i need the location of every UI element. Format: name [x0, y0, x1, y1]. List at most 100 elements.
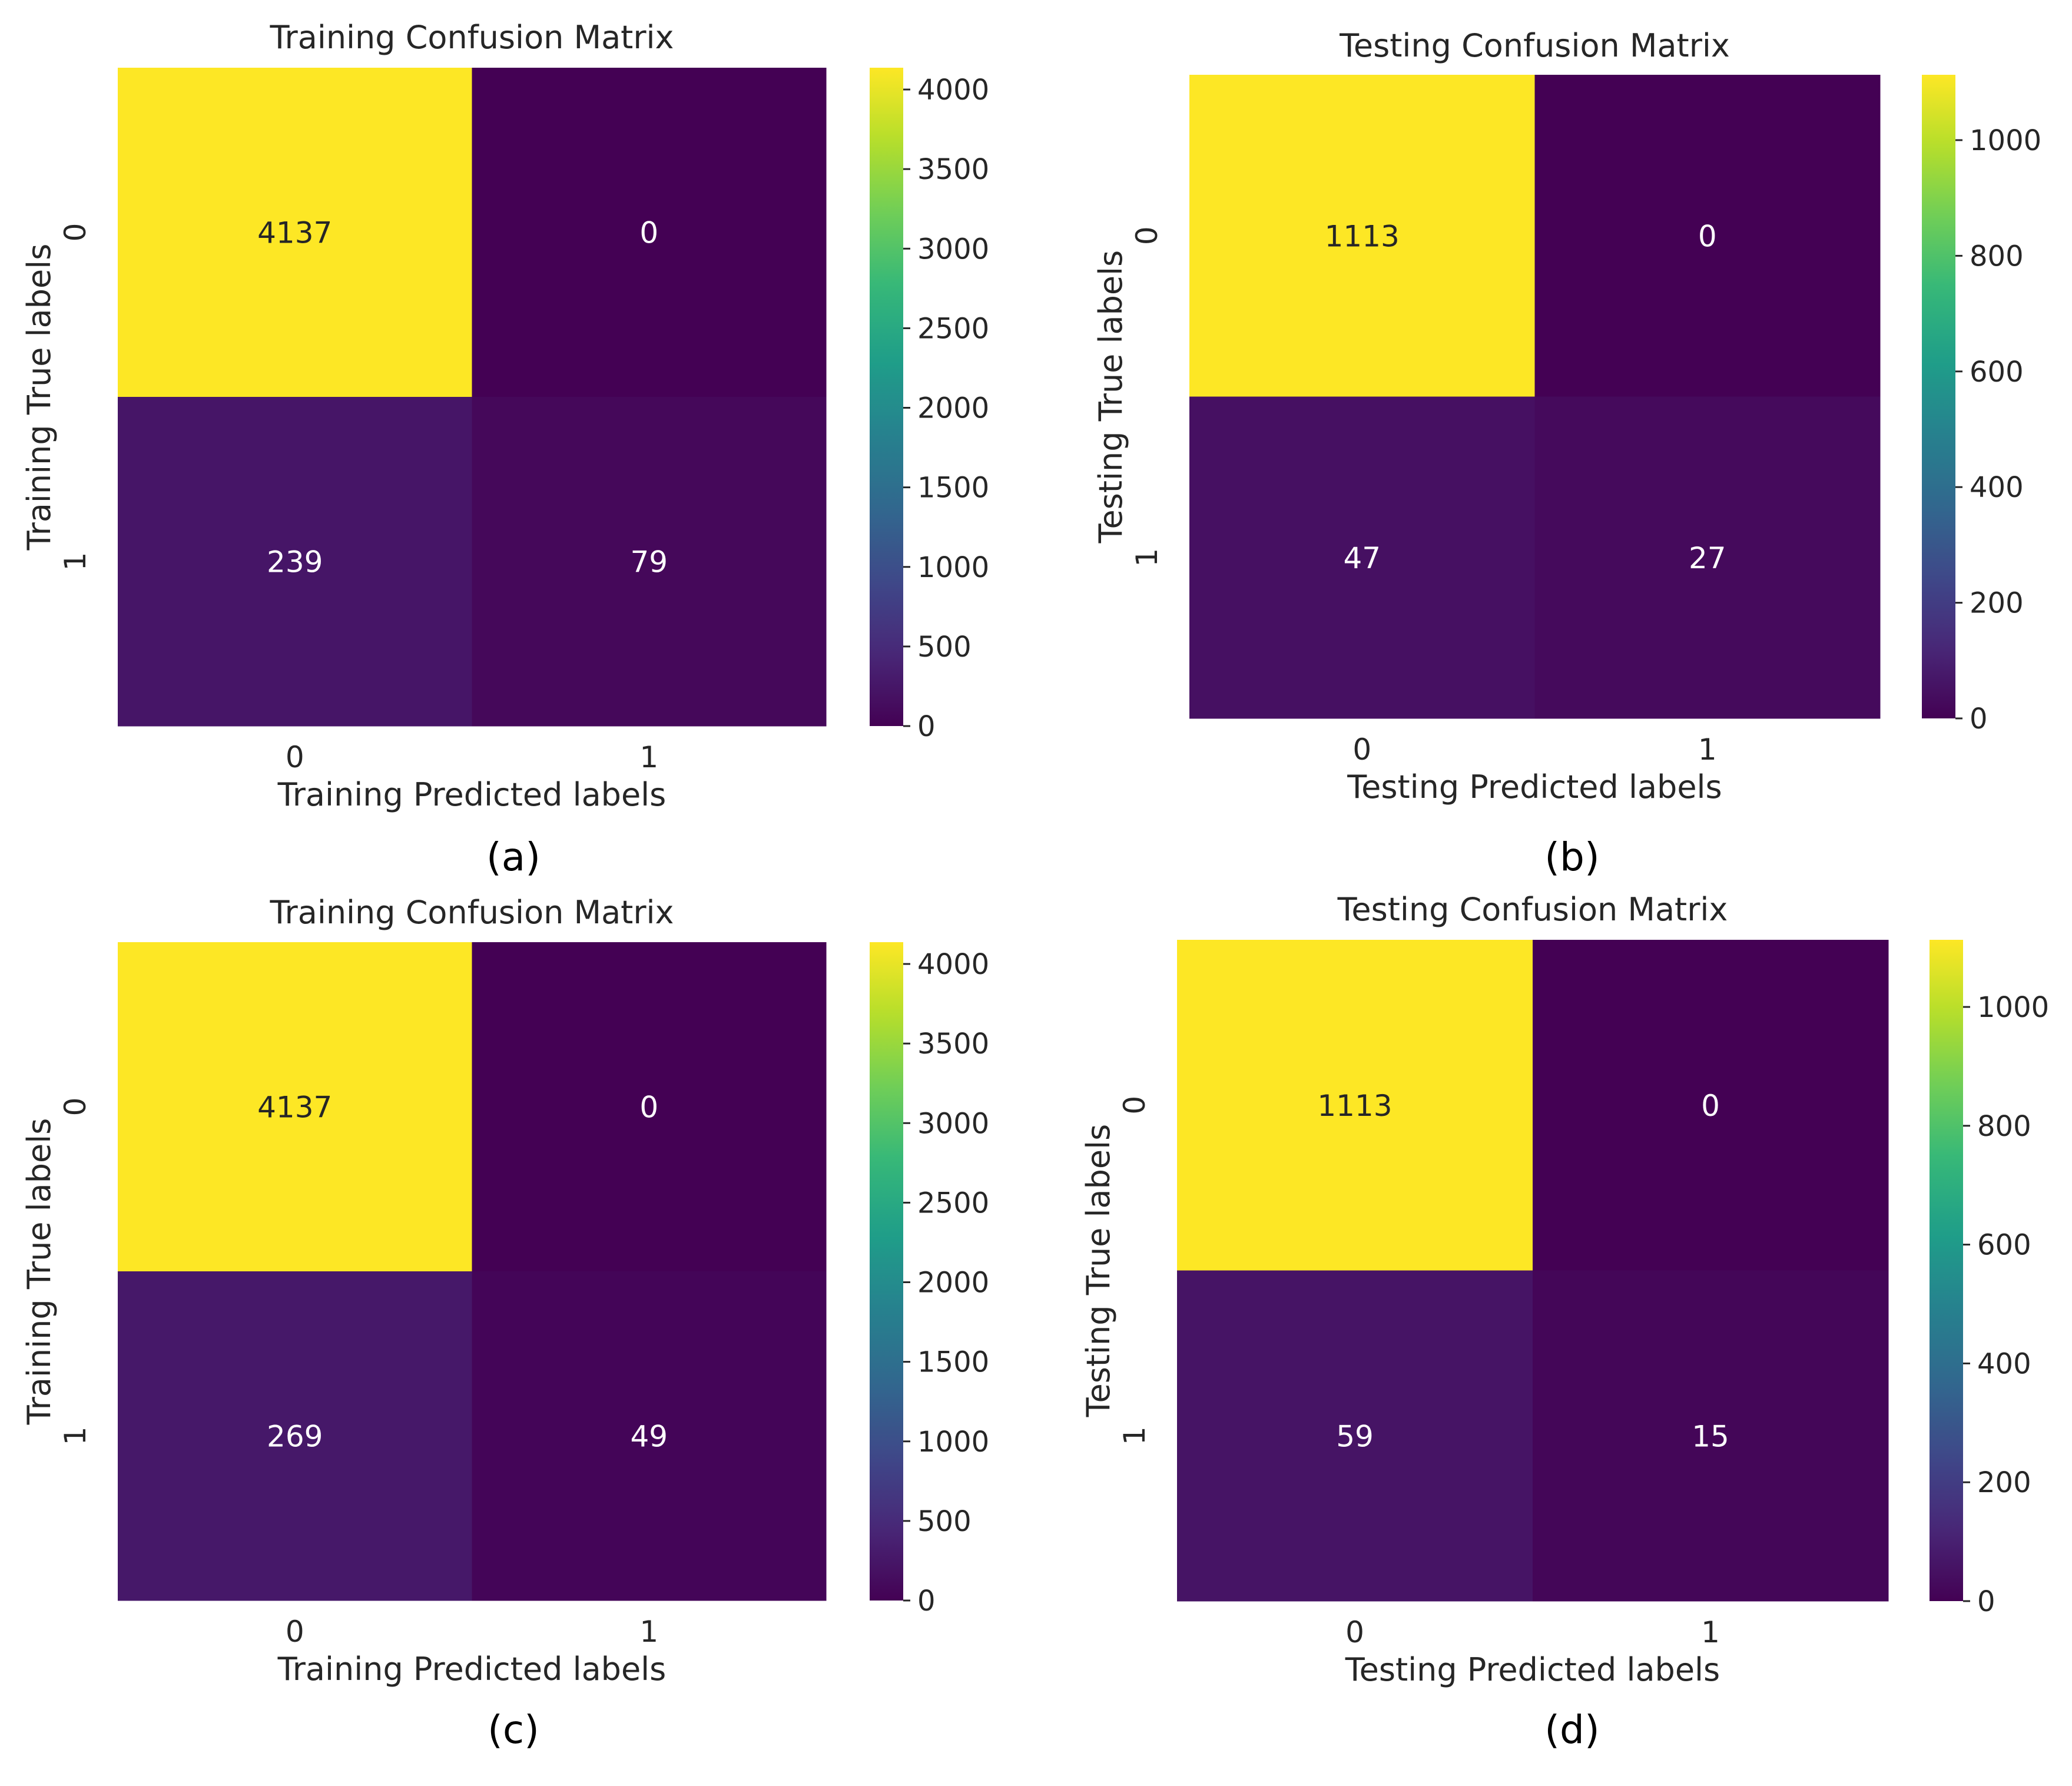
- chart-title: Training Confusion Matrix: [269, 19, 674, 56]
- colorbar-tick-label: 3000: [917, 1107, 989, 1140]
- x-axis-label: Testing Predicted labels: [1345, 1651, 1720, 1688]
- y-tick-label: 0: [58, 1098, 92, 1116]
- y-tick-label: 1: [58, 552, 92, 571]
- heatmap-cell: [1177, 1270, 1533, 1602]
- y-tick-label: 1: [58, 1427, 92, 1446]
- y-axis-label: Testing True labels: [1080, 1124, 1117, 1418]
- colorbar-tick-label: 0: [917, 1585, 936, 1618]
- panel-caption: (c): [488, 1707, 539, 1752]
- colorbar-tick-label: 500: [917, 1505, 972, 1538]
- cell-value-label: 15: [1692, 1419, 1729, 1453]
- x-tick-label: 0: [1352, 733, 1371, 767]
- cell-value-label: 239: [267, 545, 323, 579]
- heatmap-cell: [1533, 940, 1889, 1271]
- colorbar-tick-label: 3500: [917, 153, 989, 186]
- colorbar-tick-label: 600: [1970, 356, 2024, 389]
- colorbar-tick-label: 400: [1977, 1347, 2031, 1380]
- colorbar-tick-label: 400: [1970, 471, 2024, 504]
- chart-title: Training Confusion Matrix: [269, 894, 674, 931]
- heatmap-cell: [1533, 1270, 1889, 1602]
- colorbar-tick-label: 200: [1977, 1466, 2031, 1499]
- colorbar-tick-label: 0: [1977, 1585, 1995, 1618]
- y-tick-label: 0: [1130, 226, 1164, 245]
- heatmap-cell: [472, 1271, 827, 1601]
- panel-caption: (b): [1544, 834, 1599, 880]
- heatmap-cell: [118, 68, 472, 397]
- x-tick-label: 0: [286, 1615, 304, 1649]
- cell-value-label: 47: [1343, 541, 1381, 575]
- cell-value-label: 0: [1698, 219, 1717, 253]
- y-axis-label: Testing True labels: [1092, 250, 1129, 544]
- cell-value-label: 1113: [1317, 1089, 1392, 1123]
- cell-value-label: 4137: [257, 1091, 332, 1125]
- y-tick-label: 1: [1118, 1426, 1152, 1445]
- heatmap-cell: [1534, 396, 1881, 719]
- y-axis-label: Training True labels: [21, 244, 58, 551]
- cell-value-label: 59: [1336, 1419, 1374, 1453]
- colorbar-tick-label: 200: [1970, 587, 2024, 620]
- panel-caption: (d): [1544, 1707, 1599, 1752]
- x-tick-label: 1: [639, 1615, 658, 1649]
- panel-caption: (a): [486, 834, 541, 880]
- x-tick-label: 1: [639, 740, 658, 774]
- colorbar-tick-label: 1000: [1977, 991, 2049, 1024]
- x-tick-label: 0: [286, 740, 304, 774]
- colorbar-tick-label: 1000: [1970, 124, 2041, 157]
- cell-value-label: 0: [639, 1091, 658, 1125]
- heatmap-cell: [1189, 396, 1535, 719]
- cell-value-label: 0: [1701, 1089, 1720, 1123]
- colorbar-tick-label: 2000: [917, 1267, 989, 1300]
- cell-value-label: 27: [1689, 541, 1726, 575]
- x-tick-label: 1: [1698, 733, 1717, 767]
- heatmap-cell: [472, 68, 827, 397]
- colorbar-tick-label: 3500: [917, 1028, 989, 1061]
- heatmap-cell: [118, 1271, 472, 1601]
- cell-value-label: 4137: [257, 216, 332, 250]
- colorbar-tick-label: 500: [917, 631, 972, 664]
- colorbar: [1930, 940, 1963, 1601]
- heatmap-cell: [118, 942, 472, 1272]
- colorbar-tick-label: 1500: [917, 1346, 989, 1379]
- colorbar: [870, 68, 903, 726]
- y-axis-label: Training True labels: [21, 1118, 58, 1426]
- colorbar-tick-label: 2000: [917, 392, 989, 425]
- colorbar-tick-label: 800: [1977, 1110, 2031, 1143]
- colorbar-tick-label: 600: [1977, 1229, 2031, 1262]
- x-tick-label: 0: [1345, 1615, 1364, 1649]
- colorbar-tick-label: 0: [917, 710, 936, 743]
- heatmap-cell: [118, 397, 472, 727]
- heatmap-cell: [1189, 75, 1535, 397]
- colorbar-tick-label: 2500: [917, 1187, 989, 1220]
- colorbar: [870, 942, 903, 1601]
- heatmap-cell: [1177, 940, 1533, 1271]
- cell-value-label: 0: [639, 216, 658, 250]
- colorbar-tick-label: 0: [1970, 703, 1988, 735]
- colorbar-tick-label: 3000: [917, 233, 989, 266]
- chart-title: Testing Confusion Matrix: [1339, 27, 1730, 64]
- colorbar-tick-label: 1500: [917, 472, 989, 505]
- colorbar-tick-label: 4000: [917, 74, 989, 107]
- colorbar-tick-label: 4000: [917, 948, 989, 981]
- cell-value-label: 79: [630, 545, 668, 579]
- cell-value-label: 49: [630, 1420, 668, 1454]
- x-axis-label: Training Predicted labels: [277, 1651, 667, 1688]
- colorbar: [1922, 75, 1955, 718]
- colorbar-tick-label: 2500: [917, 312, 989, 345]
- cell-value-label: 1113: [1325, 219, 1400, 253]
- colorbar-tick-label: 1000: [917, 1426, 989, 1459]
- colorbar-tick-label: 800: [1970, 240, 2024, 273]
- heatmap-cell: [472, 942, 827, 1272]
- y-tick-label: 0: [58, 223, 92, 242]
- heatmap-cell: [472, 397, 827, 727]
- x-tick-label: 1: [1701, 1615, 1720, 1649]
- colorbar-tick-label: 1000: [917, 551, 989, 584]
- heatmap-cell: [1534, 75, 1881, 397]
- y-tick-label: 1: [1130, 548, 1164, 567]
- y-tick-label: 0: [1118, 1096, 1152, 1115]
